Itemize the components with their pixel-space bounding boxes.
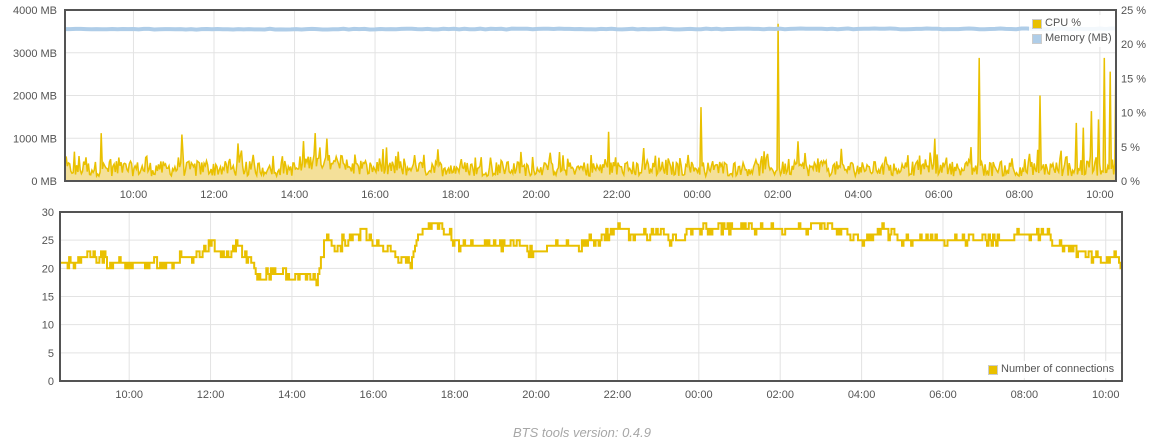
legend-cpu-label: CPU %	[1045, 17, 1082, 29]
bottom-y-tick: 15	[42, 292, 54, 304]
legend-connections: Number of connections	[988, 362, 1114, 377]
top-x-tick: 08:00	[1006, 189, 1034, 200]
bottom-series	[60, 222, 1123, 287]
top-x-tick: 04:00	[845, 189, 873, 200]
connections-chart: 0 5 10 15 20 25 30 10:00 12:00 14:00 16:00 18:00 20…	[42, 207, 1123, 401]
legend-connections-swatch	[988, 364, 998, 375]
bottom-y-axis: 0 5 10 15 20 25 30	[42, 207, 54, 388]
bottom-plot-frame	[59, 211, 1123, 382]
bottom-y-tick: 25	[42, 235, 54, 247]
cpu-memory-chart: 0 MB 1000 MB 2000 MB 3000 MB 4000 MB 0 % 5 % 1…	[13, 5, 1146, 200]
top-left-tick: 2000 MB	[13, 91, 57, 103]
memory-line	[65, 26, 1116, 32]
bottom-x-tick: 14:00	[278, 389, 306, 401]
top-left-tick: 0 MB	[31, 176, 57, 188]
top-right-tick: 0 %	[1121, 176, 1140, 188]
top-series	[64, 23, 1117, 182]
top-left-tick: 4000 MB	[13, 5, 57, 17]
bottom-x-tick: 16:00	[360, 389, 388, 401]
bottom-y-tick: 30	[42, 207, 54, 219]
top-right-tick: 15 %	[1121, 73, 1146, 85]
top-right-tick: 5 %	[1121, 142, 1140, 154]
legend-memory-label: Memory (MB)	[1045, 32, 1112, 44]
bottom-legend: Number of connections	[985, 361, 1118, 378]
top-plot-frame	[64, 9, 1117, 182]
bottom-x-tick: 18:00	[441, 389, 469, 401]
top-x-axis: 10:00 12:00 14:00 16:00 18:00 20:00 22:00 00:00…	[120, 189, 1114, 200]
bottom-x-tick: 10:00	[1092, 389, 1120, 401]
top-right-tick: 20 %	[1121, 39, 1146, 51]
bottom-y-tick: 10	[42, 320, 54, 332]
top-x-tick: 02:00	[764, 189, 792, 200]
legend-cpu: CPU %	[1032, 16, 1112, 31]
bottom-y-tick: 20	[42, 263, 54, 275]
bottom-x-tick: 22:00	[604, 389, 632, 401]
legend-cpu-swatch	[1032, 18, 1042, 29]
bottom-x-tick: 20:00	[522, 389, 550, 401]
bottom-y-tick: 5	[48, 348, 54, 360]
bottom-x-tick: 10:00	[115, 389, 143, 401]
top-x-tick: 10:00	[1086, 189, 1114, 200]
top-x-tick: 14:00	[281, 189, 309, 200]
top-left-tick: 1000 MB	[13, 133, 57, 145]
top-x-tick: 06:00	[925, 189, 953, 200]
bottom-x-tick: 02:00	[766, 389, 794, 401]
top-x-tick: 10:00	[120, 189, 148, 200]
top-left-tick: 3000 MB	[13, 48, 57, 60]
top-legend: CPU % Memory (MB)	[1029, 15, 1115, 47]
bottom-x-tick: 06:00	[929, 389, 957, 401]
connections-line	[60, 222, 1123, 287]
version-footer: BTS tools version: 0.4.9	[512, 425, 651, 440]
top-x-tick: 20:00	[522, 189, 550, 200]
top-x-tick: 00:00	[683, 189, 711, 200]
bottom-y-tick: 0	[48, 376, 54, 388]
top-x-tick: 18:00	[442, 189, 470, 200]
cpu-line	[64, 23, 1117, 180]
top-y-axis-left: 0 MB 1000 MB 2000 MB 3000 MB 4000 MB	[13, 5, 57, 188]
bottom-x-tick: 08:00	[1011, 389, 1039, 401]
top-y-axis-right: 0 % 5 % 10 % 15 % 20 % 25 %	[1121, 5, 1146, 188]
bottom-x-tick: 04:00	[848, 389, 876, 401]
bottom-x-tick: 00:00	[685, 389, 713, 401]
legend-memory-swatch	[1032, 33, 1042, 44]
bottom-x-tick: 12:00	[197, 389, 225, 401]
legend-memory: Memory (MB)	[1032, 31, 1112, 46]
top-x-tick: 12:00	[200, 189, 228, 200]
top-x-tick: 16:00	[361, 189, 389, 200]
bottom-x-axis: 10:00 12:00 14:00 16:00 18:00 20:00 22:00 00:00…	[115, 389, 1119, 401]
top-right-tick: 25 %	[1121, 5, 1146, 17]
top-x-tick: 22:00	[603, 189, 631, 200]
top-right-tick: 10 %	[1121, 108, 1146, 120]
legend-connections-label: Number of connections	[1001, 363, 1115, 375]
